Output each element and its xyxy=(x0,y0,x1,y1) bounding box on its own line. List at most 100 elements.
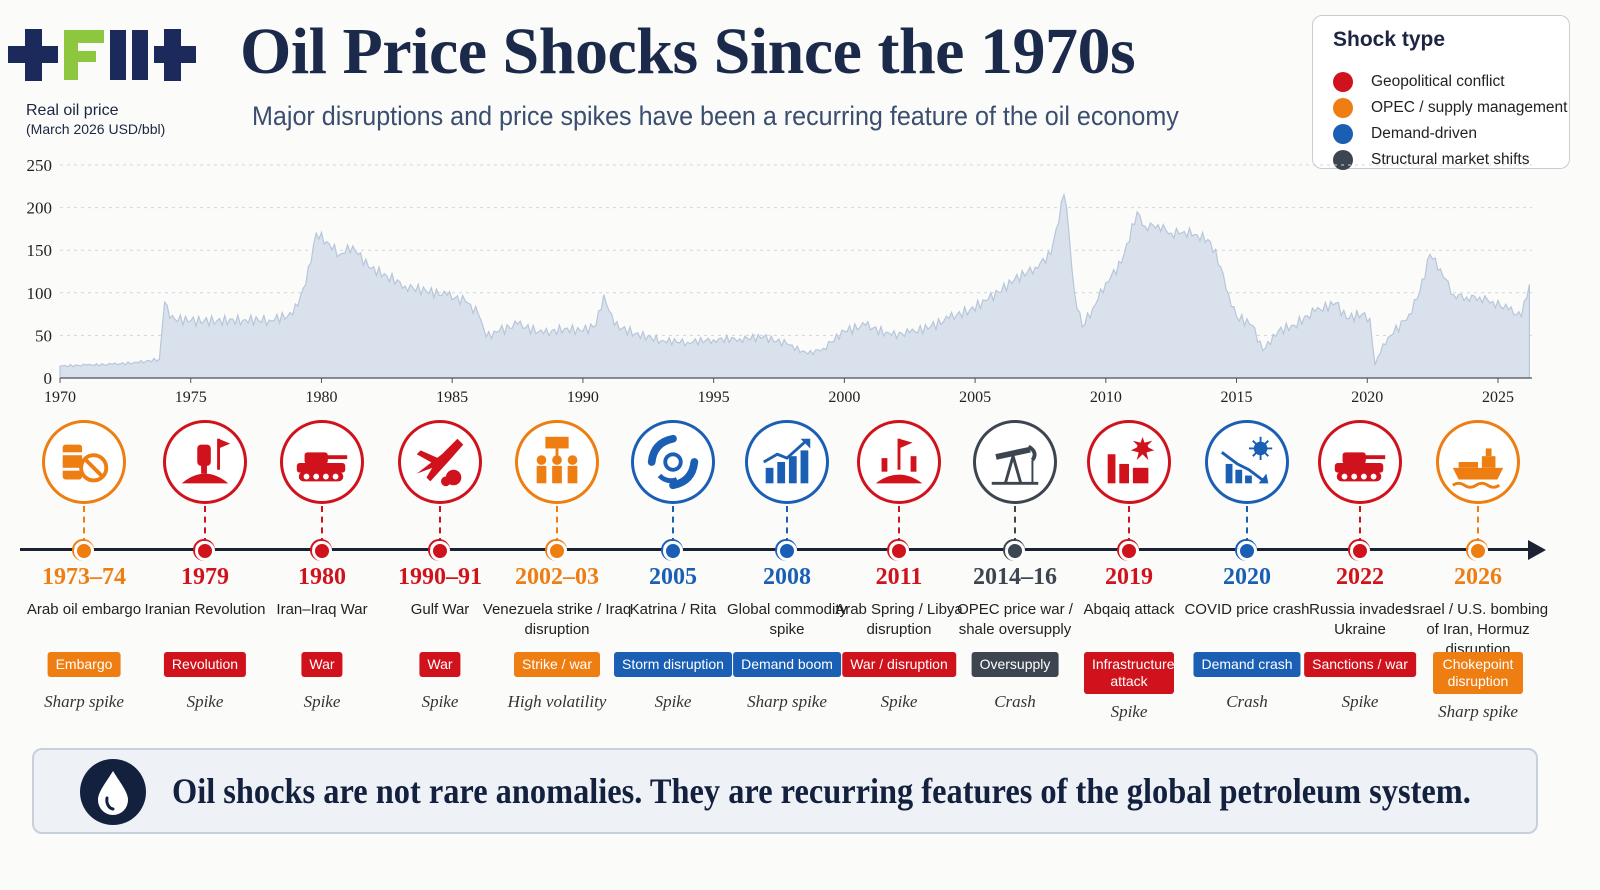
event-connector xyxy=(556,506,558,544)
tank-icon xyxy=(280,420,364,504)
conclusion-banner: Oil shocks are not rare anomalies. They … xyxy=(32,748,1538,834)
event-year: 2019 xyxy=(1105,564,1153,590)
event-effect: Sharp spike xyxy=(44,692,124,711)
event-marker xyxy=(1005,541,1025,561)
y-tick-label: 200 xyxy=(27,199,53,218)
event-effect: Spike xyxy=(186,692,224,711)
event-year: 1980 xyxy=(298,564,346,590)
conclusion-text: Oil shocks are not rare anomalies. They … xyxy=(172,771,1471,811)
oil-price-chart: 0 50 100 150 200 250 1970 1975 1980 1985 1990 1995 2… xyxy=(27,156,1532,406)
event-type-badge: Sanctions / war xyxy=(1304,652,1416,677)
legend-label: Structural market shifts xyxy=(1371,151,1530,168)
event-marker xyxy=(430,541,450,561)
event-name: Katrina / Rita xyxy=(629,601,717,618)
legend-item-geopolitical: Geopolitical conflict xyxy=(1333,70,1505,94)
event-name: OPEC price war / shale oversupply xyxy=(957,601,1073,638)
event-effect: Spike xyxy=(303,692,341,711)
x-tick-label: 1975 xyxy=(175,389,207,406)
event-name: Arab oil embargo xyxy=(26,601,142,618)
event-marker xyxy=(1119,541,1139,561)
event-connector xyxy=(321,506,323,544)
legend-swatch xyxy=(1333,124,1353,144)
event-effect: Crash xyxy=(994,692,1036,711)
event-connector xyxy=(1014,506,1016,544)
y-tick-label: 0 xyxy=(44,369,53,388)
event-type-badge: Storm disruption xyxy=(614,652,732,677)
legend-title: Shock type xyxy=(1333,28,1446,51)
y-axis-title: Real oil price xyxy=(26,102,119,119)
page-subtitle: Major disruptions and price spikes have … xyxy=(252,101,1179,131)
legend-label: Geopolitical conflict xyxy=(1371,73,1505,90)
event-type-badge: Revolution xyxy=(163,652,247,677)
oil-pumpjack-icon xyxy=(973,420,1057,504)
event-name: COVID price crash xyxy=(1184,601,1310,618)
x-tick-label: 2020 xyxy=(1351,389,1383,406)
event-marker xyxy=(195,541,215,561)
event-effect: Spike xyxy=(1110,702,1148,721)
legend-label: OPEC / supply management xyxy=(1371,99,1568,116)
event-effect: Sharp spike xyxy=(747,692,827,711)
uprising-flag-icon xyxy=(857,420,941,504)
event-connector xyxy=(1128,506,1130,544)
event-marker xyxy=(1237,541,1257,561)
event-name: Russia invades Ukraine xyxy=(1309,601,1411,638)
y-tick-label: 250 xyxy=(27,156,53,175)
event-effect: Spike xyxy=(654,692,692,711)
event-connector xyxy=(1246,506,1248,544)
event-connector xyxy=(1477,506,1479,544)
oil-drop-icon xyxy=(80,759,146,825)
rising-bar-chart-icon xyxy=(745,420,829,504)
event-connector xyxy=(1359,506,1361,544)
y-axis-units: (March 2026 USD/bbl) xyxy=(26,121,166,137)
event-connector xyxy=(898,506,900,544)
event-type-badge: War xyxy=(419,652,461,677)
event-year: 2011 xyxy=(875,564,923,590)
tank-icon xyxy=(1318,420,1402,504)
refinery-explosion-icon xyxy=(1087,420,1171,504)
event-year: 2008 xyxy=(763,564,811,590)
event-effect: Spike xyxy=(880,692,918,711)
legend-item-opec: OPEC / supply management xyxy=(1333,96,1567,120)
event-effect: Sharp spike xyxy=(1438,702,1518,721)
raised-fist-revolution-icon xyxy=(163,420,247,504)
event-connector xyxy=(672,506,674,544)
event-type-badge: Oversupply xyxy=(971,652,1059,677)
event-marker xyxy=(74,541,94,561)
event-type-badge: Strike / war xyxy=(513,652,601,677)
event-year: 2026 xyxy=(1454,564,1502,590)
y-tick-label: 50 xyxy=(35,326,52,345)
event-year: 2022 xyxy=(1336,564,1384,590)
event-name: Israel / U.S. bombing of Iran, Hormuz di… xyxy=(1407,601,1549,658)
legend-item-demand: Demand-driven xyxy=(1333,122,1477,146)
event-type-badge: Demand crash xyxy=(1193,652,1301,677)
event-marker xyxy=(312,541,332,561)
event-year: 2020 xyxy=(1223,564,1271,590)
event-marker xyxy=(663,541,683,561)
event-type-badge: Embargo xyxy=(47,652,121,677)
event-effect: Spike xyxy=(1341,692,1379,711)
oil-barrel-embargo-icon xyxy=(42,420,126,504)
event-year: 2002–03 xyxy=(515,564,599,590)
legend-swatch xyxy=(1333,98,1353,118)
fighter-jet-icon xyxy=(398,420,482,504)
legend-label: Demand-driven xyxy=(1371,125,1477,142)
event-name: Arab Spring / Libya disruption xyxy=(835,601,963,638)
x-tick-label: 2005 xyxy=(959,389,991,406)
event-effect: Crash xyxy=(1226,692,1268,711)
x-tick-label: 1995 xyxy=(698,389,730,406)
virus-falling-chart-icon xyxy=(1205,420,1289,504)
event-marker xyxy=(1350,541,1370,561)
y-tick-label: 100 xyxy=(27,284,53,303)
fii-logo xyxy=(8,29,196,81)
event-type-badge: War xyxy=(301,652,343,677)
page-title: Oil Price Shocks Since the 1970s xyxy=(240,15,1136,88)
protest-crowd-icon xyxy=(515,420,599,504)
x-tick-label: 2000 xyxy=(828,389,860,406)
legend: Shock type Geopolitical conflict OPEC / … xyxy=(1312,15,1570,170)
event-marker xyxy=(889,541,909,561)
y-tick-label: 150 xyxy=(27,241,53,260)
event-type-badge: Demand boom xyxy=(733,652,841,677)
event-connector xyxy=(204,506,206,544)
tanker-ship-icon xyxy=(1436,420,1520,504)
event-year: 1973–74 xyxy=(42,564,126,590)
